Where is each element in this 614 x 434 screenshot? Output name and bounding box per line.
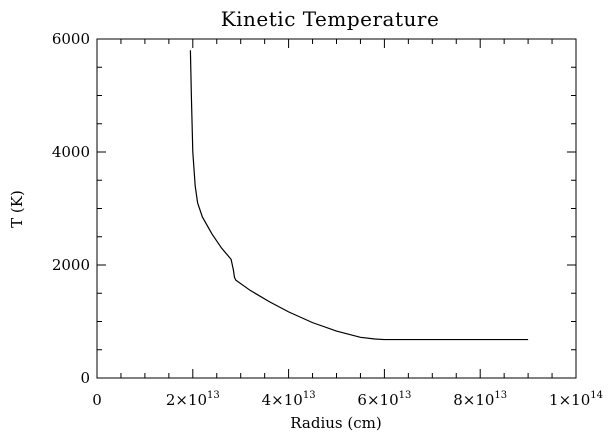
x-axis-title: Radius (cm)	[290, 414, 381, 432]
x-tick-mantissa: 8	[453, 391, 463, 409]
x-tick-label: 6×1013	[357, 390, 411, 409]
x-tick-base: ×10	[463, 391, 495, 409]
x-tick-mantissa: 2	[166, 391, 176, 409]
plot-frame	[96, 38, 577, 379]
x-tick-label: 8×1013	[453, 390, 507, 409]
y-tick-label: 6000	[52, 30, 90, 48]
x-tick-label: 2×1013	[166, 390, 220, 409]
x-tick-exponent: 13	[207, 390, 220, 401]
x-tick-mantissa: 4	[262, 391, 272, 409]
x-tick-exponent: 13	[399, 390, 412, 401]
x-tick-exponent: 14	[590, 390, 603, 401]
y-tick-label: 0	[80, 369, 90, 387]
y-tick-label: 2000	[52, 256, 90, 274]
x-tick-base: ×10	[559, 391, 591, 409]
axis-ticks	[96, 38, 577, 379]
x-tick-labels: 0 2×1013 4×1013 6×1013 8×1013 1×1014	[92, 390, 603, 409]
x-tick-mantissa: 0	[92, 391, 102, 409]
x-tick-base: ×10	[175, 391, 207, 409]
x-tick-base: ×10	[271, 391, 303, 409]
x-tick-label: 4×1013	[262, 390, 316, 409]
x-tick-label: 1×1014	[549, 390, 603, 409]
y-tick-label: 4000	[52, 143, 90, 161]
temperature-line	[189, 50, 529, 341]
y-tick-labels: 0 2000 4000 6000	[52, 30, 90, 387]
chart-title: Kinetic Temperature	[221, 7, 440, 31]
x-tick-label: 0	[92, 391, 102, 409]
y-axis-title: T (K)	[8, 190, 26, 228]
x-tick-mantissa: 6	[357, 391, 367, 409]
x-tick-exponent: 13	[303, 390, 316, 401]
x-tick-exponent: 13	[494, 390, 507, 401]
x-tick-base: ×10	[367, 391, 399, 409]
x-tick-mantissa: 1	[549, 391, 559, 409]
